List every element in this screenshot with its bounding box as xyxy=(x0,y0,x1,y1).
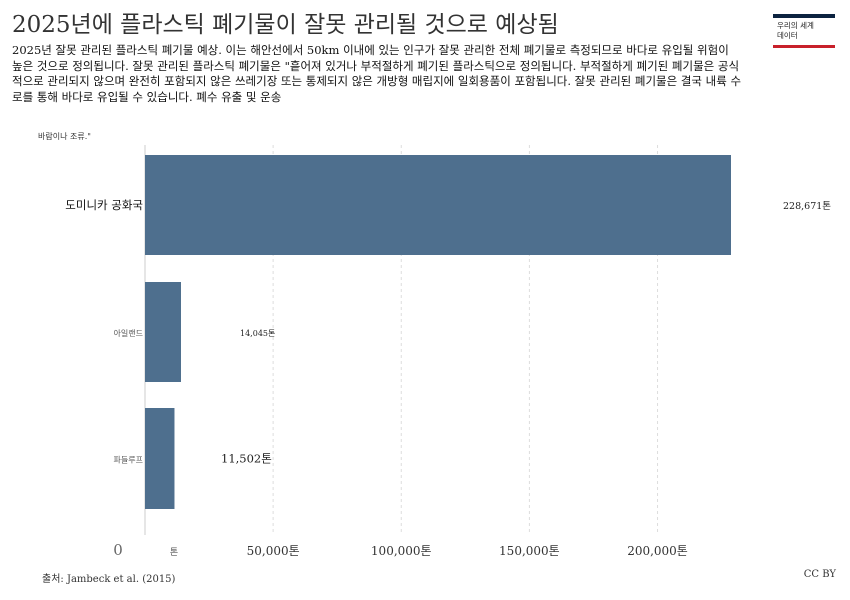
x-tick-label-5: 200,000톤 xyxy=(627,544,688,558)
value-label-0: 228,671톤 xyxy=(783,201,831,212)
x-tick-label-3: 100,000톤 xyxy=(371,544,432,558)
bars xyxy=(145,155,731,509)
category-label-2: 파들루프 xyxy=(114,456,143,465)
bar-0[interactable] xyxy=(145,155,731,255)
value-label-2: 11,502톤 xyxy=(221,452,272,466)
chart-title: 2025년에 플라스틱 폐기물이 잘못 관리될 것으로 예상됨 xyxy=(12,12,559,38)
x-tick-label-2: 50,000톤 xyxy=(247,544,300,558)
chart-subtitle-tail: 바람이나 조류." xyxy=(38,132,91,141)
bar-1[interactable] xyxy=(145,282,181,382)
license-link[interactable]: CC BY xyxy=(803,569,836,580)
source-note[interactable]: 출처: Jambeck et al. (2015) xyxy=(42,574,176,585)
x-tick-label-0: 0 xyxy=(113,541,123,559)
category-label-0: 도미니카 공화국 xyxy=(65,198,143,212)
x-tick-label-4: 150,000톤 xyxy=(499,544,560,558)
chart-subtitle: 2025년 잘못 관리된 플라스틱 폐기물 예상. 이는 해안선에서 50km … xyxy=(12,43,742,104)
category-label-1: 아일랜드 xyxy=(114,328,143,338)
value-labels: 228,671톤 14,045톤 11,502톤 xyxy=(221,201,831,466)
x-tick-labels: 0 톤 50,000톤 100,000톤 150,000톤 200,000톤 xyxy=(113,541,688,559)
value-label-1: 14,045톤 xyxy=(240,329,275,338)
x-tick-label-1: 톤 xyxy=(170,547,178,558)
logo-text: 우리의 세계 데이터 xyxy=(777,21,814,40)
owid-logo[interactable]: 우리의 세계 데이터 xyxy=(773,14,835,48)
bar-2[interactable] xyxy=(145,408,175,509)
